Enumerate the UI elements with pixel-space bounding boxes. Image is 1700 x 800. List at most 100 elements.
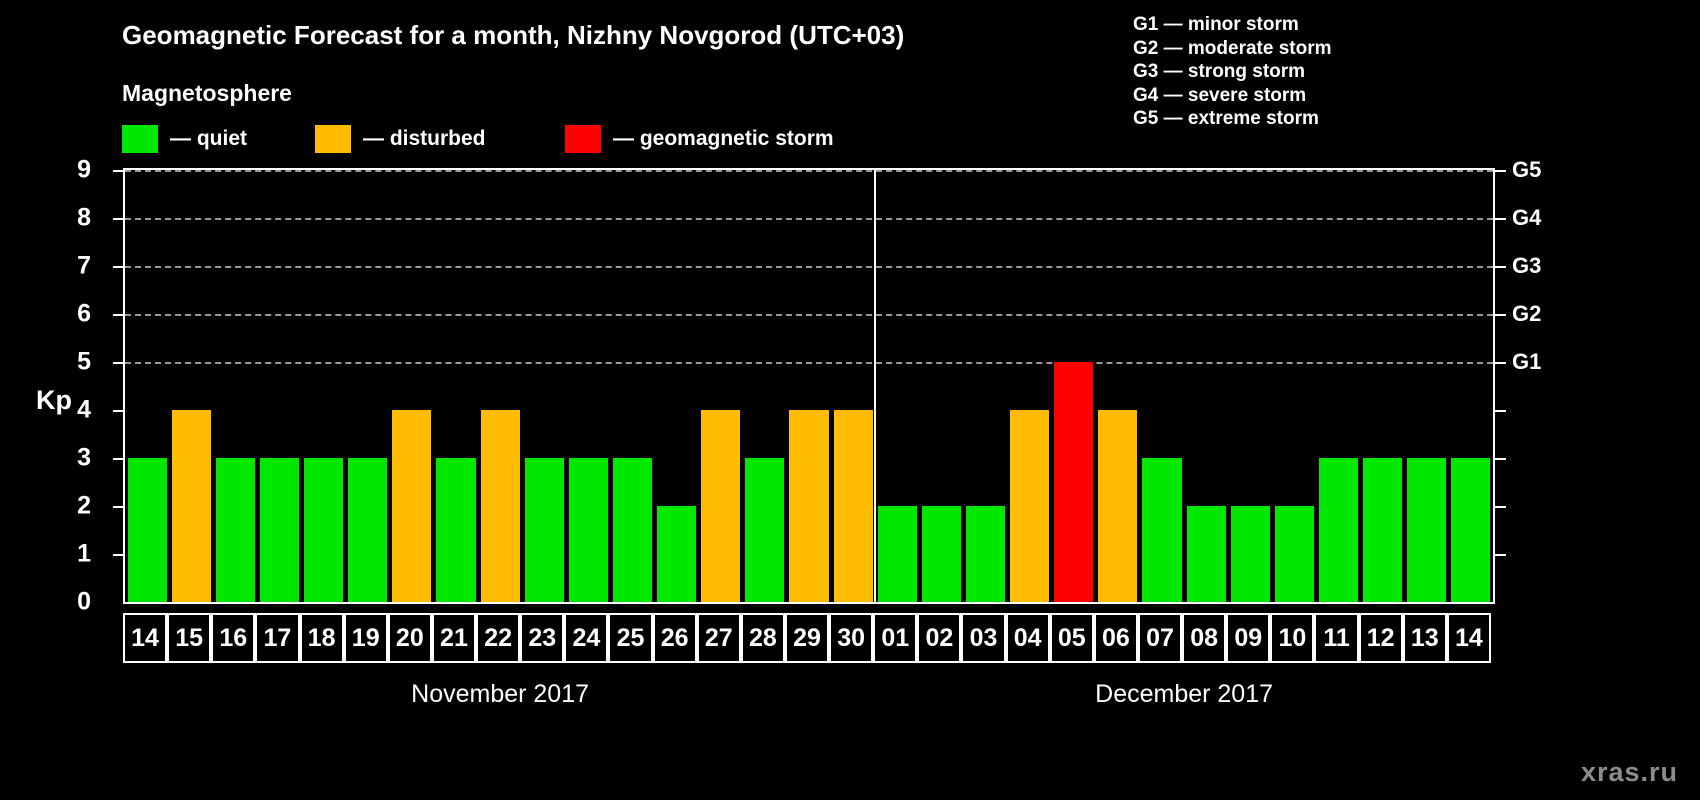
g-tick-mark (1495, 314, 1506, 316)
bar[interactable] (127, 458, 167, 602)
date-cell[interactable]: 05 (1049, 613, 1094, 663)
bar[interactable] (480, 410, 520, 602)
y-tick-mark (113, 218, 123, 220)
date-cell[interactable]: 15 (167, 613, 212, 663)
bar[interactable] (1186, 506, 1226, 602)
g-tick-mark (1495, 554, 1506, 556)
date-cell[interactable]: 21 (431, 613, 477, 663)
bar[interactable] (1451, 458, 1491, 602)
y-tick-label: 9 (77, 155, 91, 184)
g-tick-label-g4: G4 (1512, 205, 1542, 230)
bar[interactable] (1098, 410, 1138, 602)
bar[interactable] (877, 506, 917, 602)
g-tick-label-g3: G3 (1512, 253, 1542, 278)
date-cell[interactable]: 14 (1446, 613, 1491, 663)
date-cell[interactable]: 12 (1358, 613, 1403, 663)
gridline-g2 (125, 314, 1493, 316)
y-tick-label: 8 (77, 203, 91, 232)
bar[interactable] (965, 506, 1006, 602)
bar[interactable] (259, 458, 299, 602)
bar[interactable] (1230, 506, 1270, 602)
y-tick-mark (113, 362, 123, 364)
y-tick-label: 7 (77, 251, 91, 280)
gridline-g5 (125, 170, 1493, 172)
y-tick-label: 6 (77, 299, 91, 328)
bar[interactable] (921, 506, 961, 602)
legend-label-disturbed: — disturbed (363, 127, 486, 150)
storm-scale-item-g3: G3 — strong storm (1133, 61, 1306, 82)
date-cell[interactable]: 10 (1270, 613, 1315, 663)
bar[interactable] (1318, 458, 1359, 602)
date-cell[interactable]: 08 (1182, 613, 1227, 663)
date-cell[interactable]: 06 (1093, 613, 1138, 663)
bar[interactable] (568, 458, 608, 602)
month-divider (874, 168, 877, 604)
y-tick-mark (113, 266, 123, 268)
date-cell[interactable]: 07 (1137, 613, 1183, 663)
bar[interactable] (745, 458, 785, 602)
y-axis-title: Kp (36, 385, 72, 415)
bar[interactable] (171, 410, 211, 602)
y-tick-mark (113, 410, 123, 412)
date-cell[interactable]: 19 (343, 613, 388, 663)
date-cell[interactable]: 17 (255, 613, 300, 663)
bar[interactable] (789, 410, 829, 602)
date-cell[interactable]: 02 (917, 613, 962, 663)
bar[interactable] (833, 410, 873, 602)
bar[interactable] (392, 410, 432, 602)
bar[interactable] (436, 458, 476, 602)
bar[interactable] (524, 458, 564, 602)
date-cell[interactable]: 01 (873, 613, 918, 663)
date-cell[interactable]: 30 (829, 613, 874, 663)
y-tick-mark (113, 458, 123, 460)
date-cell[interactable]: 28 (740, 613, 785, 663)
y-tick-mark (113, 314, 123, 316)
date-cell[interactable]: 23 (520, 613, 565, 663)
bar[interactable] (1142, 458, 1182, 602)
y-tick-mark (113, 554, 123, 556)
date-cell[interactable]: 03 (961, 613, 1006, 663)
g-tick-mark (1495, 362, 1506, 364)
g-tick-label-g2: G2 (1512, 301, 1542, 326)
date-cell[interactable]: 13 (1402, 613, 1447, 663)
date-cell[interactable]: 26 (652, 613, 697, 663)
gridline-g3 (125, 266, 1493, 268)
date-cell[interactable]: 09 (1226, 613, 1271, 663)
y-tick-label: 2 (77, 491, 91, 520)
y-tick-mark (113, 170, 123, 172)
bar[interactable] (1054, 362, 1094, 602)
storm-scale-item-g4: G4 — severe storm (1133, 84, 1307, 106)
bar[interactable] (701, 410, 741, 602)
storm-scale-item-g1: G1 — minor storm (1133, 14, 1299, 35)
g-tick-mark (1495, 506, 1506, 508)
date-cell[interactable]: 25 (608, 613, 653, 663)
date-cell[interactable]: 18 (299, 613, 344, 663)
date-cell[interactable]: 04 (1005, 613, 1050, 663)
bar[interactable] (348, 458, 388, 602)
y-tick-label: 0 (77, 587, 91, 616)
date-cell[interactable]: 22 (476, 613, 521, 663)
bar[interactable] (215, 458, 255, 602)
watermark: xras.ru (1580, 757, 1678, 787)
bar[interactable] (1407, 458, 1447, 602)
bar[interactable] (1010, 410, 1050, 602)
y-tick-label: 3 (77, 443, 91, 472)
date-cell[interactable]: 27 (696, 613, 741, 663)
bar[interactable] (657, 506, 697, 602)
bar[interactable] (304, 458, 344, 602)
date-cell[interactable]: 20 (387, 613, 432, 663)
bar[interactable] (1363, 458, 1403, 602)
date-cell[interactable]: 11 (1314, 613, 1359, 663)
date-cell[interactable]: 14 (123, 613, 168, 663)
bar[interactable] (1274, 506, 1314, 602)
storm-scale-legend: G1 — minor storm G2 — moderate storm G3 … (1133, 13, 1332, 131)
legend-item-quiet: — quiet (122, 124, 247, 154)
bar[interactable] (612, 458, 653, 602)
g-tick-mark (1495, 458, 1506, 460)
legend-label-quiet: — quiet (170, 127, 247, 150)
magnetosphere-legend-title: Magnetosphere (122, 80, 292, 106)
date-cell[interactable]: 16 (211, 613, 256, 663)
gridline-g1 (125, 362, 1493, 364)
date-cell[interactable]: 24 (564, 613, 609, 663)
date-cell[interactable]: 29 (784, 613, 830, 663)
